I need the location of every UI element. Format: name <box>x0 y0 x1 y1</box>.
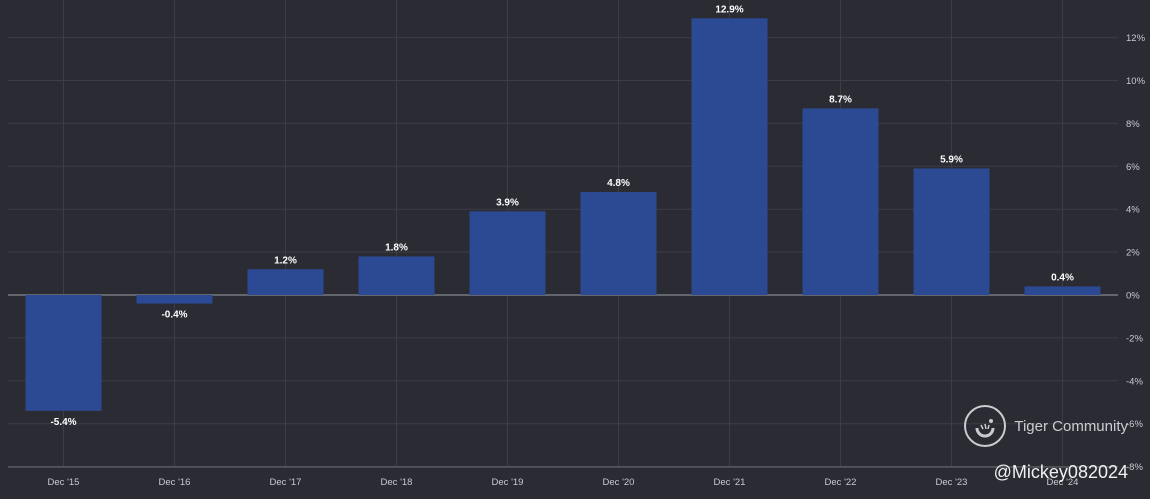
x-tick-label: Dec '24 <box>1047 477 1079 488</box>
bar <box>580 192 657 295</box>
bar <box>136 295 213 304</box>
y-axis-ticks: 12% 10% 8% 6% 4% 2% 0% -2% -4% -6% -8% <box>1126 33 1146 473</box>
data-labels-group: -5.4% -0.4% 1.2% 1.8% 3.9% 4.8% 12.9% 8.7% 5.9% 0… <box>50 4 1074 428</box>
y-tick-label: -8% <box>1126 462 1143 473</box>
bar <box>691 18 768 295</box>
x-tick-label: Dec '19 <box>492 477 524 488</box>
bar <box>802 108 879 295</box>
watermark: Tiger Community <box>964 405 1128 447</box>
x-tick-label: Dec '20 <box>603 477 635 488</box>
y-tick-label: 8% <box>1126 119 1140 130</box>
y-tick-label: -2% <box>1126 333 1143 344</box>
x-tick-label: Dec '23 <box>936 477 968 488</box>
bar <box>25 295 102 411</box>
y-tick-label: 4% <box>1126 205 1140 216</box>
data-label: 0.4% <box>1051 272 1074 283</box>
data-label: 5.9% <box>940 154 963 165</box>
x-tick-label: Dec '15 <box>48 477 80 488</box>
x-tick-label: Dec '17 <box>270 477 302 488</box>
x-tick-label: Dec '22 <box>825 477 857 488</box>
y-tick-label: 0% <box>1126 291 1140 302</box>
data-label: 1.2% <box>274 255 297 266</box>
tiger-logo-icon <box>964 405 1007 447</box>
bar <box>247 269 324 295</box>
horizontal-gridlines <box>8 37 1118 468</box>
data-label: -5.4% <box>50 417 76 428</box>
y-tick-label: -4% <box>1126 376 1143 387</box>
y-tick-label: 10% <box>1126 76 1146 87</box>
watermark-handle: @Mickey082024 <box>993 462 1128 482</box>
bar <box>1024 286 1101 295</box>
vertical-gridlines <box>63 0 1063 467</box>
y-tick-label: 6% <box>1126 162 1140 173</box>
bars-group <box>25 18 1101 411</box>
data-label: 8.7% <box>829 94 852 105</box>
data-label: -0.4% <box>161 310 187 321</box>
x-tick-label: Dec '18 <box>381 477 413 488</box>
bar <box>469 211 546 295</box>
x-tick-label: Dec '16 <box>159 477 191 488</box>
x-axis-ticks: Dec '15 Dec '16 Dec '17 Dec '18 Dec '19 Dec '… <box>48 477 1079 488</box>
data-label: 4.8% <box>607 178 630 189</box>
data-label: 1.8% <box>385 242 408 253</box>
x-tick-label: Dec '21 <box>714 477 746 488</box>
y-tick-label: 2% <box>1126 248 1140 259</box>
watermark-brand: Tiger Community <box>1014 417 1128 435</box>
y-tick-label: -6% <box>1126 419 1143 430</box>
bar <box>913 168 990 295</box>
data-label: 3.9% <box>496 197 519 208</box>
bar <box>358 256 435 295</box>
y-tick-label: 12% <box>1126 33 1146 44</box>
data-label: 12.9% <box>715 4 743 15</box>
